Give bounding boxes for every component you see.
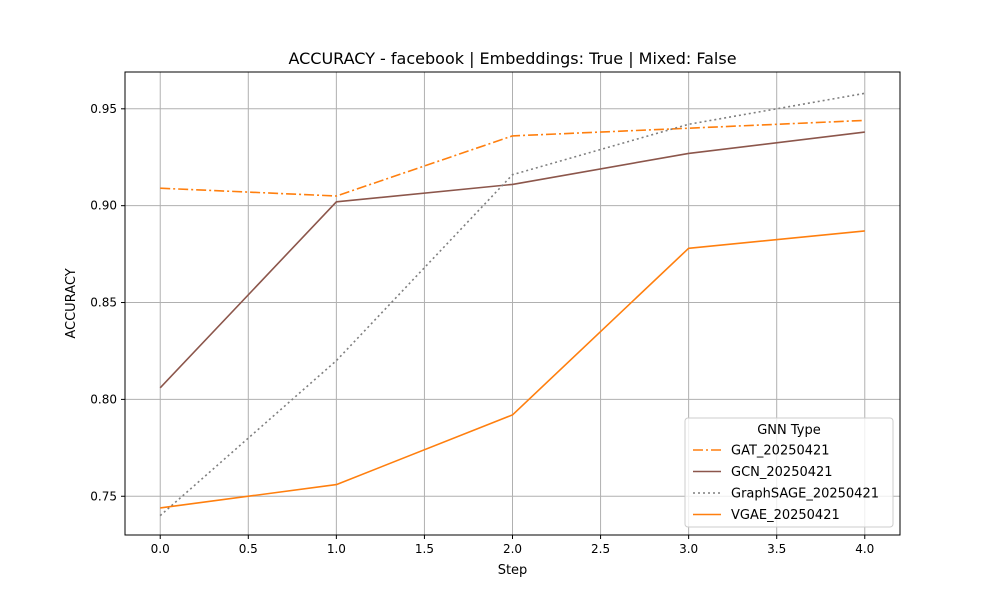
legend-title: GNN Type	[757, 423, 821, 438]
y-tick-label: 0.75	[90, 489, 117, 503]
x-tick-label: 0.5	[239, 542, 258, 556]
axis-ticks: 0.0 0.5 1.0 1.5 2.0 2.5 3.0 3.5 4.0 0.75 0.80 0.85 0…	[90, 102, 874, 556]
legend-label: GraphSAGE_20250421	[731, 487, 879, 502]
y-tick-label: 0.95	[90, 102, 117, 116]
series-line-VGAE_20250421	[160, 230, 865, 509]
y-tick-label: 0.80	[90, 392, 117, 406]
y-axis-label: ACCURACY	[64, 268, 79, 338]
series-line-GraphSAGE_20250421	[159, 92, 865, 517]
chart-title: ACCURACY - facebook | Embeddings: True |…	[288, 49, 736, 68]
y-tick-label: 0.85	[90, 296, 117, 310]
x-axis-label: Step	[498, 563, 528, 578]
series-lines	[159, 92, 865, 517]
x-tick-label: 4.0	[855, 542, 874, 556]
x-tick-label: 3.0	[679, 542, 698, 556]
legend-label: VGAE_20250421	[731, 508, 840, 523]
legend-entries: GAT_20250421 GCN_20250421 GraphSAGE_202504…	[693, 444, 879, 523]
x-tick-label: 2.0	[503, 542, 522, 556]
legend: GNN Type GAT_20250421 GCN_20250421 GraphSA…	[684, 417, 894, 528]
x-tick-label: 3.5	[767, 542, 786, 556]
x-tick-label: 1.0	[327, 542, 346, 556]
series-line-GAT_20250421	[160, 119, 865, 197]
series-line-GCN_20250421	[159, 131, 865, 389]
legend-label: GCN_20250421	[731, 465, 833, 480]
y-tick-label: 0.90	[90, 199, 117, 213]
x-tick-label: 0.0	[151, 542, 170, 556]
x-tick-label: 1.5	[415, 542, 434, 556]
legend-label: GAT_20250421	[731, 444, 830, 459]
x-tick-label: 2.5	[591, 542, 610, 556]
legend-box	[684, 417, 894, 528]
